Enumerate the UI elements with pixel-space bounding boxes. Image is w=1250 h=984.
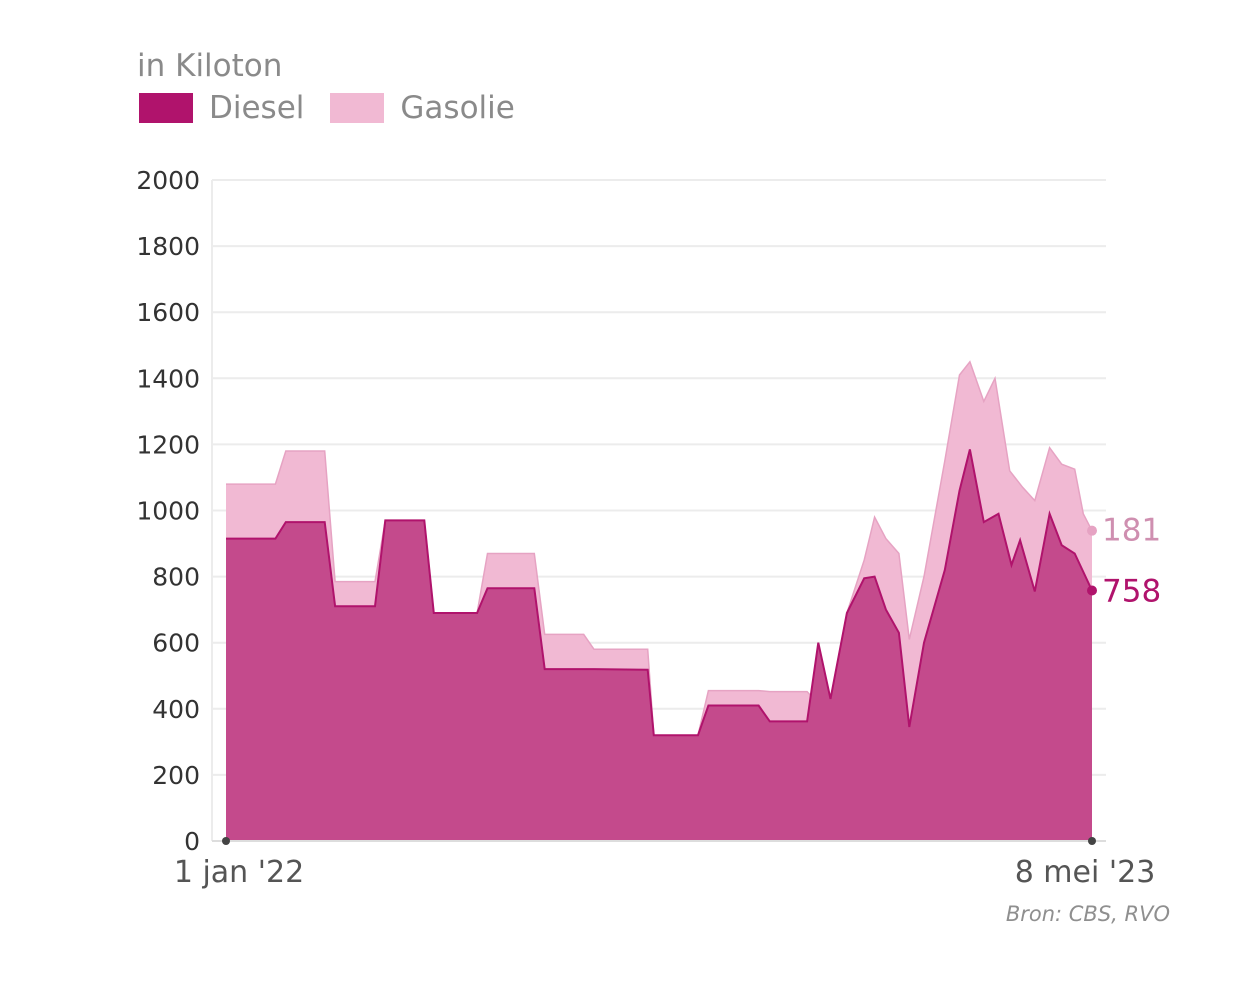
source-note: Bron: CBS, RVO [1005, 902, 1170, 926]
x-axis-start-dot [222, 837, 230, 845]
series-line-diesel [226, 449, 1093, 737]
legend-swatch-gasolie [330, 93, 385, 123]
x-tick-label-end: 8 mei '23 [1015, 855, 1156, 890]
legend-swatch-diesel [139, 93, 193, 123]
legend-item-gasolie: Gasolie [330, 90, 515, 126]
legend: Diesel Gasolie [139, 90, 541, 126]
gasolie-end-marker [1087, 525, 1097, 536]
y-tick-label: 1000 [136, 497, 200, 526]
x-tick-label-start: 1 jan '22 [174, 855, 304, 890]
y-tick-label: 1600 [136, 298, 200, 327]
y-axis-ticks: 0 200 400 600 800 1000 1200 1400 1600 1800 2000 [136, 166, 200, 856]
y-tick-label: 0 [184, 827, 200, 856]
gasolie-end-label: 181 [1102, 513, 1161, 549]
y-tick-label: 600 [152, 629, 200, 658]
diesel-end-marker [1087, 585, 1097, 596]
y-tick-label: 2000 [136, 166, 200, 195]
y-tick-label: 1800 [136, 232, 200, 261]
diesel-end-label: 758 [1102, 573, 1161, 609]
y-tick-label: 800 [152, 563, 200, 592]
grid-lines [211, 179, 1106, 841]
y-tick-label: 200 [152, 761, 200, 790]
unit-label: in Kiloton [137, 48, 283, 84]
series-area-diesel [226, 449, 1092, 841]
x-axis-end-dot [1088, 837, 1096, 845]
legend-label-diesel: Diesel [209, 90, 305, 126]
y-tick-label: 1200 [136, 430, 200, 459]
y-tick-label: 400 [152, 695, 200, 724]
legend-item-diesel: Diesel [139, 90, 304, 126]
y-tick-label: 1400 [136, 364, 200, 393]
legend-label-gasolie: Gasolie [400, 90, 515, 126]
